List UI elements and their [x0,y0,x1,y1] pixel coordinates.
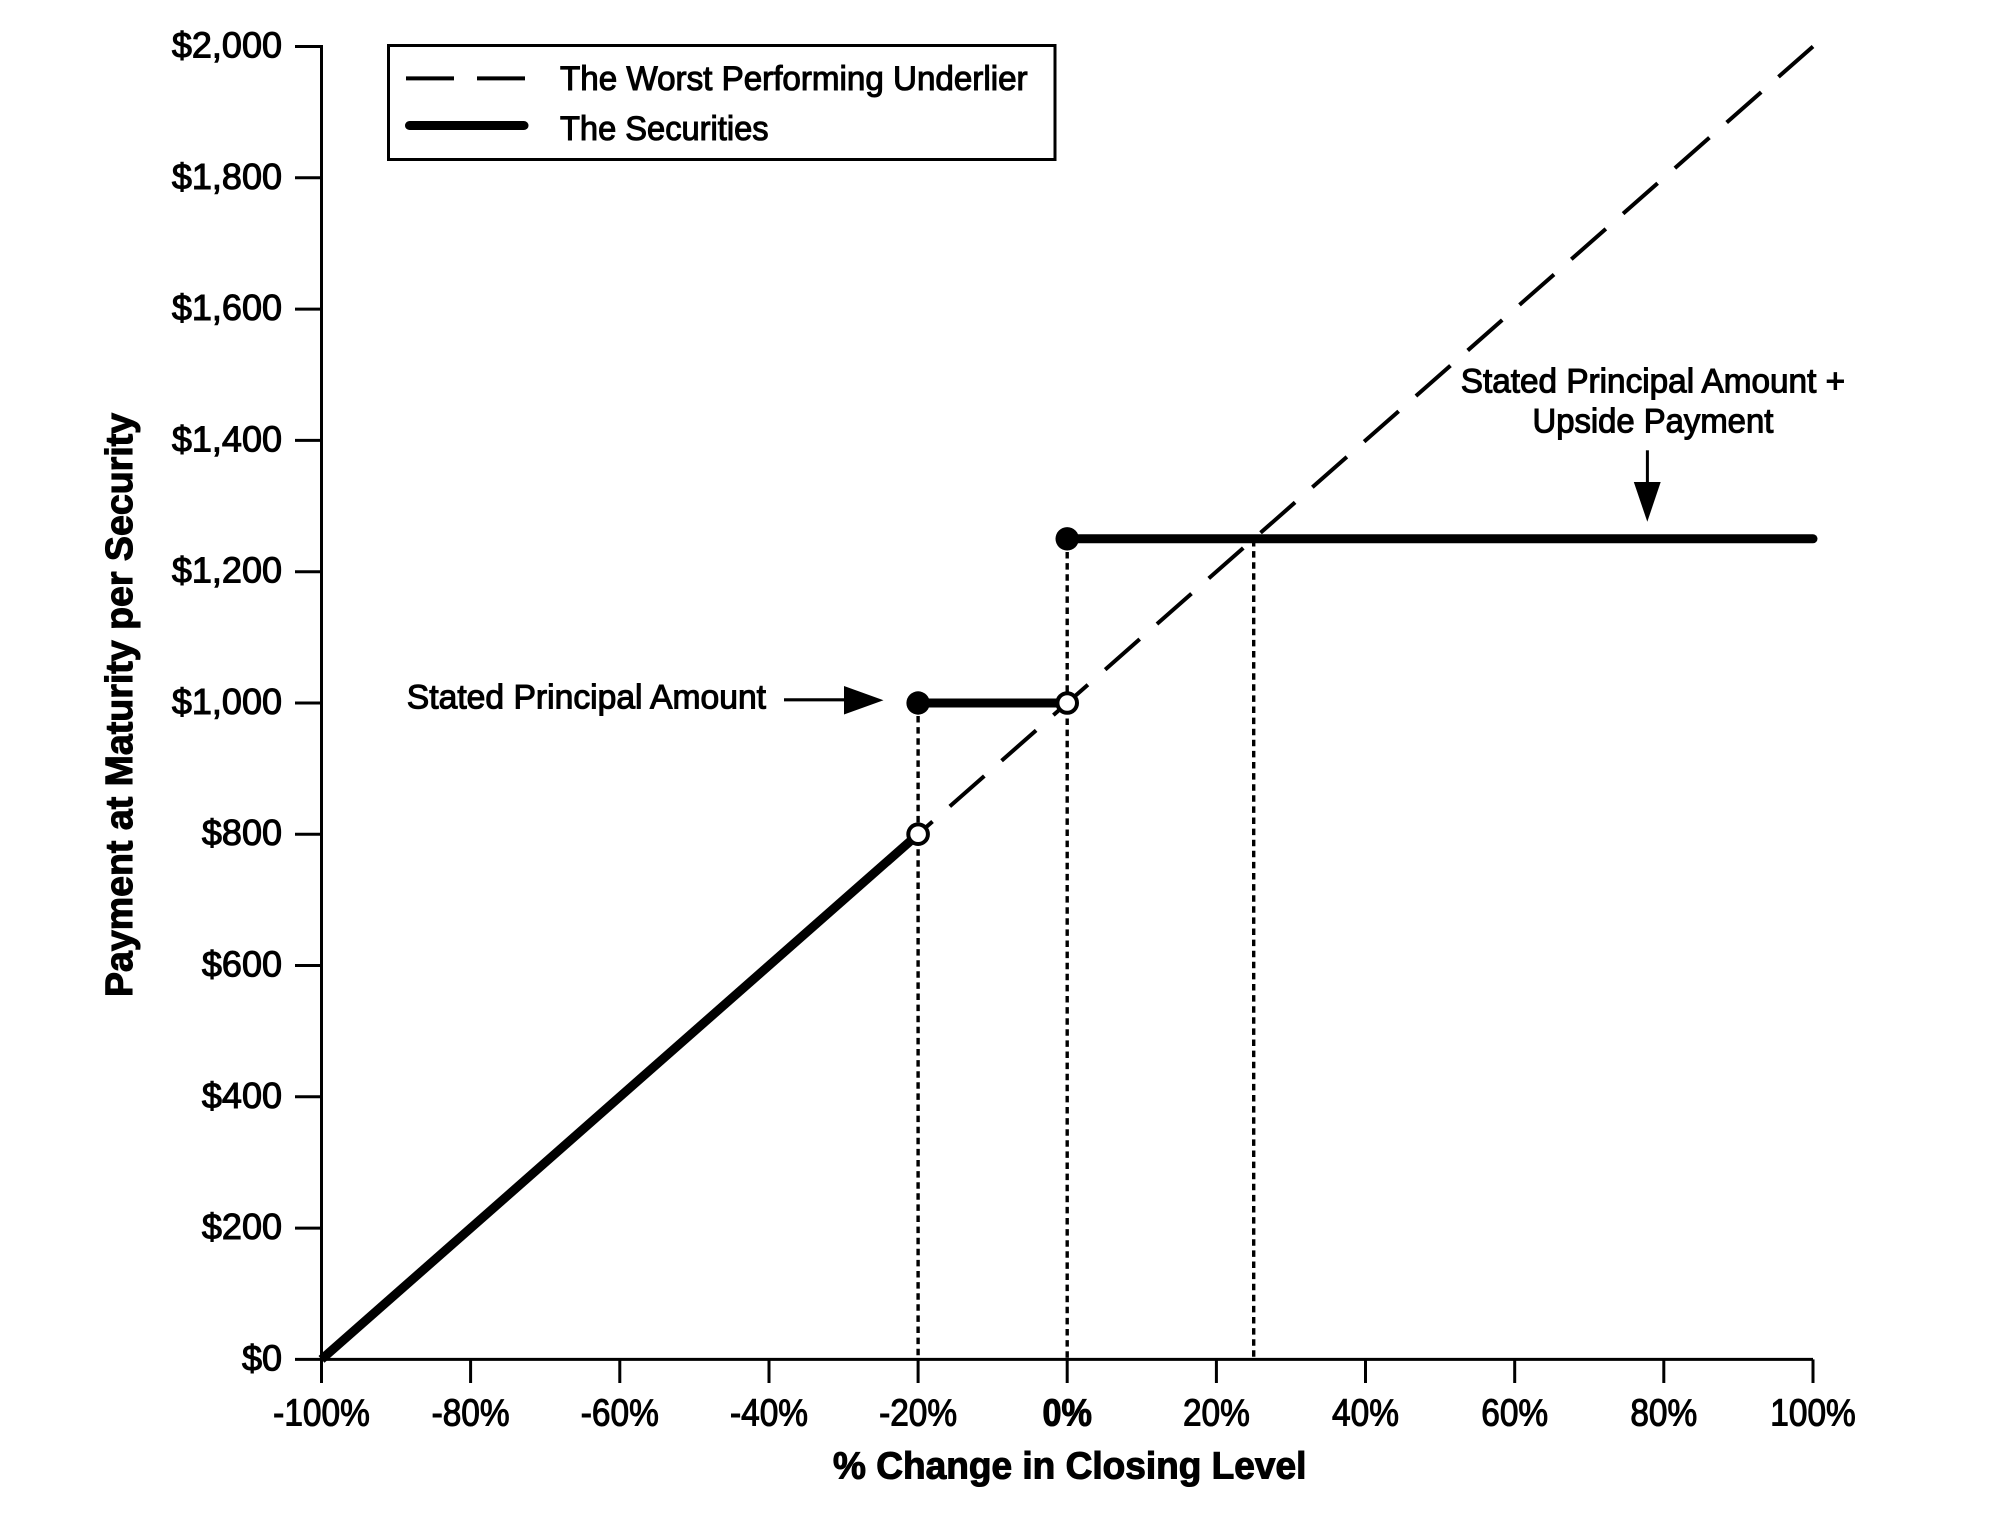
svg-text:-60%: -60% [581,1392,659,1434]
svg-text:100%: 100% [1770,1392,1856,1434]
svg-text:$1,000: $1,000 [172,681,282,722]
svg-text:60%: 60% [1481,1392,1548,1434]
svg-text:% Change in Closing Level: % Change in Closing Level [833,1444,1306,1487]
svg-text:$2,000: $2,000 [172,25,282,66]
svg-text:The Securities: The Securities [560,111,769,149]
svg-text:$1,400: $1,400 [172,418,282,459]
svg-text:$200: $200 [202,1206,282,1247]
svg-text:-20%: -20% [879,1392,957,1434]
svg-text:Stated Principal Amount +: Stated Principal Amount + [1461,363,1845,400]
svg-text:The Worst Performing Underlier: The Worst Performing Underlier [560,61,1028,98]
svg-text:$1,800: $1,800 [172,156,282,197]
svg-text:$800: $800 [202,812,282,853]
svg-text:$1,600: $1,600 [172,287,282,328]
svg-text:20%: 20% [1183,1392,1250,1434]
svg-text:Stated Principal Amount: Stated Principal Amount [407,678,767,716]
svg-text:80%: 80% [1630,1392,1697,1434]
svg-text:-40%: -40% [730,1392,808,1434]
svg-text:-100%: -100% [273,1392,370,1434]
svg-text:$0: $0 [242,1337,282,1378]
svg-text:$1,200: $1,200 [172,550,282,591]
svg-text:-80%: -80% [432,1392,510,1434]
svg-text:0%: 0% [1042,1391,1091,1434]
svg-text:Payment at Maturity per Securi: Payment at Maturity per Security [99,413,141,997]
svg-text:$400: $400 [202,1075,282,1116]
svg-text:Upside Payment: Upside Payment [1532,403,1774,441]
svg-text:40%: 40% [1332,1392,1399,1434]
svg-text:$600: $600 [202,944,282,985]
